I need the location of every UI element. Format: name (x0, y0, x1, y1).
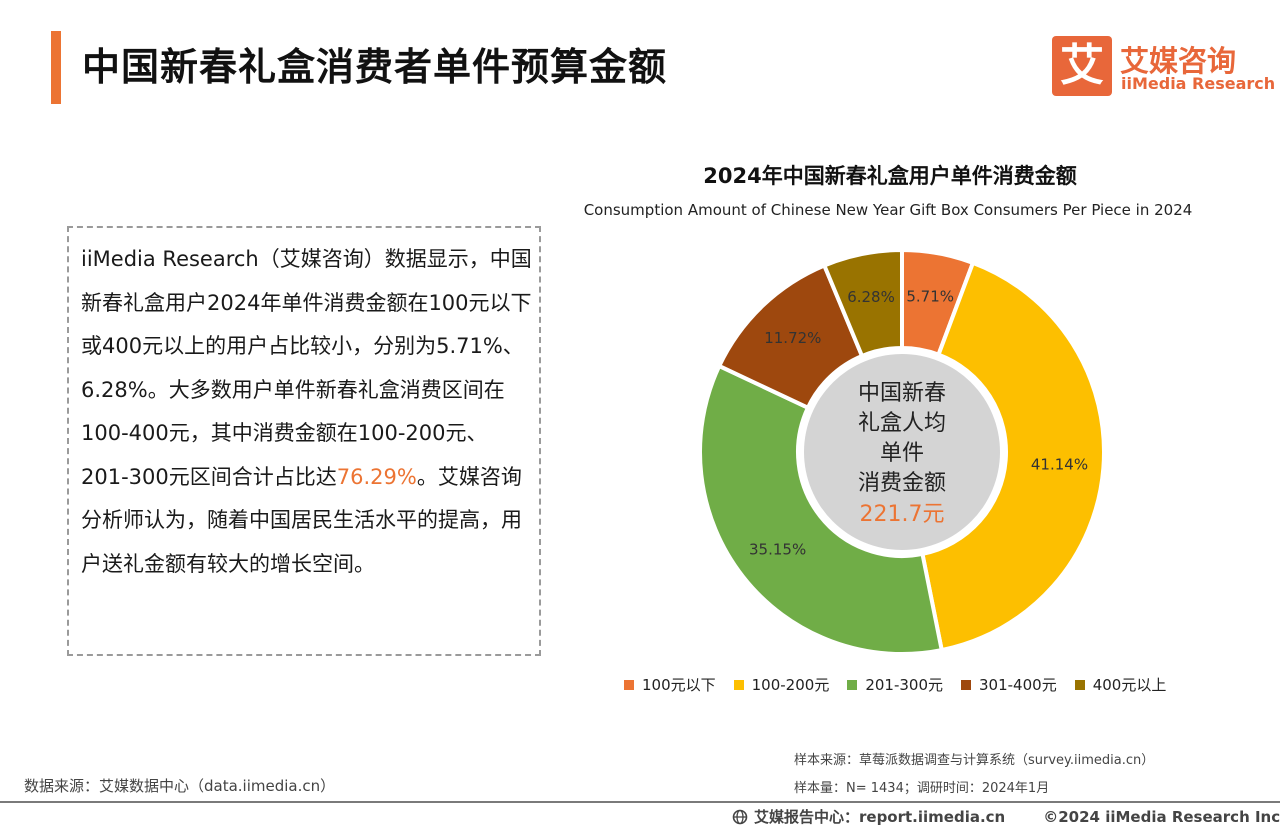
logo-mark-icon: 艾 (1052, 36, 1112, 96)
legend-item-5: 400元以上 (1074, 674, 1167, 695)
footer: 艾媒报告中心：report.iimedia.cn ©2024 iiMedia R… (732, 806, 1280, 827)
summary-text: iiMedia Research（艾媒咨询）数据显示，中国新春礼盒用户2024年… (81, 238, 533, 586)
iimedia-logo: 艾 艾媒咨询 iiMedia Research (1052, 36, 1275, 96)
legend-swatch (847, 679, 858, 690)
legend-label: 100-200元 (751, 676, 830, 694)
slice-data-label-1: 5.71% (906, 288, 954, 306)
chart-title: 2024年中国新春礼盒用户单件消费金额 (703, 164, 1077, 188)
chart-legend: 100元以下 100-200元 201-300元 301-400元 400元以上 (624, 674, 1166, 695)
slice-data-label-5: 6.28% (847, 288, 895, 306)
legend-item-2: 100-200元 (733, 674, 830, 695)
center-label-line-2: 礼盒人均 (858, 411, 946, 436)
slice-data-label-2: 41.14% (1031, 456, 1088, 474)
legend-item-1: 100元以下 (624, 674, 716, 695)
legend-swatch (961, 679, 972, 690)
legend-label: 100元以下 (642, 676, 716, 694)
legend-swatch (733, 679, 744, 690)
center-label-line-1: 中国新春 (858, 381, 946, 406)
donut-slice-3 (698, 363, 945, 656)
page-title: 中国新春礼盒消费者单件预算金额 (82, 45, 668, 89)
summary-highlight: 76.29% (336, 464, 417, 489)
slice-data-label-4: 11.72% (764, 329, 821, 347)
center-value: 221.7元 (860, 502, 945, 527)
donut-slice-2 (920, 260, 1106, 653)
center-label-line-3: 单件 (880, 441, 924, 466)
summary-part-1: iiMedia Research（艾媒咨询）数据显示，中国新春礼盒用户2024年… (81, 247, 532, 489)
title-accent-bar (51, 31, 61, 104)
legend-item-4: 301-400元 (961, 674, 1057, 695)
legend-swatch (1074, 679, 1085, 690)
legend-item-3: 201-300元 (847, 674, 943, 695)
summary-box: iiMedia Research（艾媒咨询）数据显示，中国新春礼盒用户2024年… (67, 226, 541, 656)
data-source: 数据来源：艾媒数据中心（data.iimedia.cn） (24, 777, 336, 795)
slice-data-label-3: 35.15% (749, 540, 806, 558)
center-label-line-4: 消费金额 (858, 471, 946, 496)
globe-icon (732, 809, 748, 824)
legend-label: 301-400元 (979, 676, 1057, 694)
legend-label: 400元以上 (1092, 676, 1167, 694)
report-center-link[interactable]: 艾媒报告中心：report.iimedia.cn (754, 808, 1006, 826)
copyright: ©2024 iiMedia Research Inc (1043, 807, 1280, 826)
logo-english-name: iiMedia Research (1121, 74, 1276, 93)
donut-slice-5 (821, 247, 904, 359)
logo-chinese-name: 艾媒咨询 (1120, 44, 1237, 78)
sample-size: 样本量：N= 1434；调研时间：2024年1月 (794, 781, 1050, 796)
sample-source: 样本来源：草莓派数据调查与计算系统（survey.iimedia.cn） (794, 753, 1155, 768)
legend-label: 201-300元 (865, 676, 944, 694)
donut-center-disc (804, 354, 1000, 550)
footer-divider (0, 801, 1280, 803)
chart-subtitle: Consumption Amount of Chinese New Year G… (583, 201, 1193, 219)
summary-part-2: 。艾媒咨询分析师认为，随着中国居民生活水平的提高，用户送礼金额有较大的增长空间。 (81, 464, 522, 576)
donut-chart: 5.71% 41.14% 35.15% 11.72% 6.28% 中国新春礼盒人均单件消费… (698, 247, 1106, 656)
legend-swatch (624, 679, 634, 690)
